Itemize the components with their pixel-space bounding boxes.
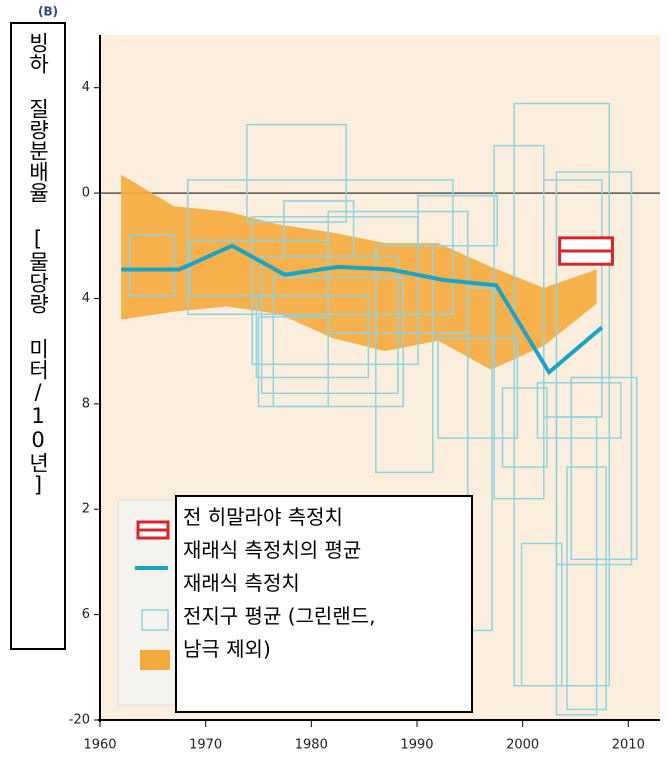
y-tick-label: 4: [82, 80, 90, 95]
legend-entry: 재래식 측정치: [183, 571, 300, 595]
y-tick-label: 4: [82, 291, 90, 306]
y-tick-label: 0: [82, 186, 90, 201]
y-tick-label: 8: [82, 396, 90, 411]
legend-entry: 전지구 평균 (그린랜드, 남극 제외): [183, 604, 376, 661]
measurement-box: [501, 387, 548, 468]
measurement-box: [417, 194, 499, 247]
legend-swatch: [140, 650, 170, 670]
measurement-box: [283, 200, 355, 258]
measurement-box: [251, 216, 419, 366]
measurement-box: [375, 245, 434, 474]
x-tick-label: 1960: [83, 738, 116, 753]
measurement-box: [272, 276, 404, 408]
y-axis-label: 빙하 질량분배율 [물당량 미터/10년]: [10, 22, 66, 650]
x-tick-label: 1990: [400, 738, 433, 753]
mean-line: [121, 243, 604, 376]
measurement-box: [246, 123, 347, 223]
measurement-box: [570, 376, 638, 561]
legend-entry: 재래식 측정치의 평균: [183, 538, 362, 562]
measurement-box: [437, 337, 519, 439]
y-tick-label: -20: [69, 713, 90, 728]
measurement-box: [128, 234, 175, 297]
x-tick-label: 1980: [295, 738, 328, 753]
measurement-box: [186, 179, 454, 316]
y-tick-label: 6: [82, 607, 90, 622]
x-tick-label: 2000: [506, 738, 539, 753]
legend-entry: 전 히말라야 측정치: [183, 505, 343, 529]
measurement-box: [566, 466, 607, 711]
uncertainty-band: [121, 174, 597, 370]
x-tick-label: 1970: [189, 738, 222, 753]
measurement-box: [536, 382, 622, 439]
panel-label: (B): [38, 5, 58, 19]
measurement-box: [520, 542, 563, 687]
legend-swatch: [141, 609, 169, 631]
x-tick-label: 2010: [612, 738, 645, 753]
measurement-box: [257, 316, 329, 408]
measurement-box: [555, 416, 598, 716]
y-tick-label: 2: [82, 502, 90, 517]
measurement-box: [466, 287, 493, 632]
